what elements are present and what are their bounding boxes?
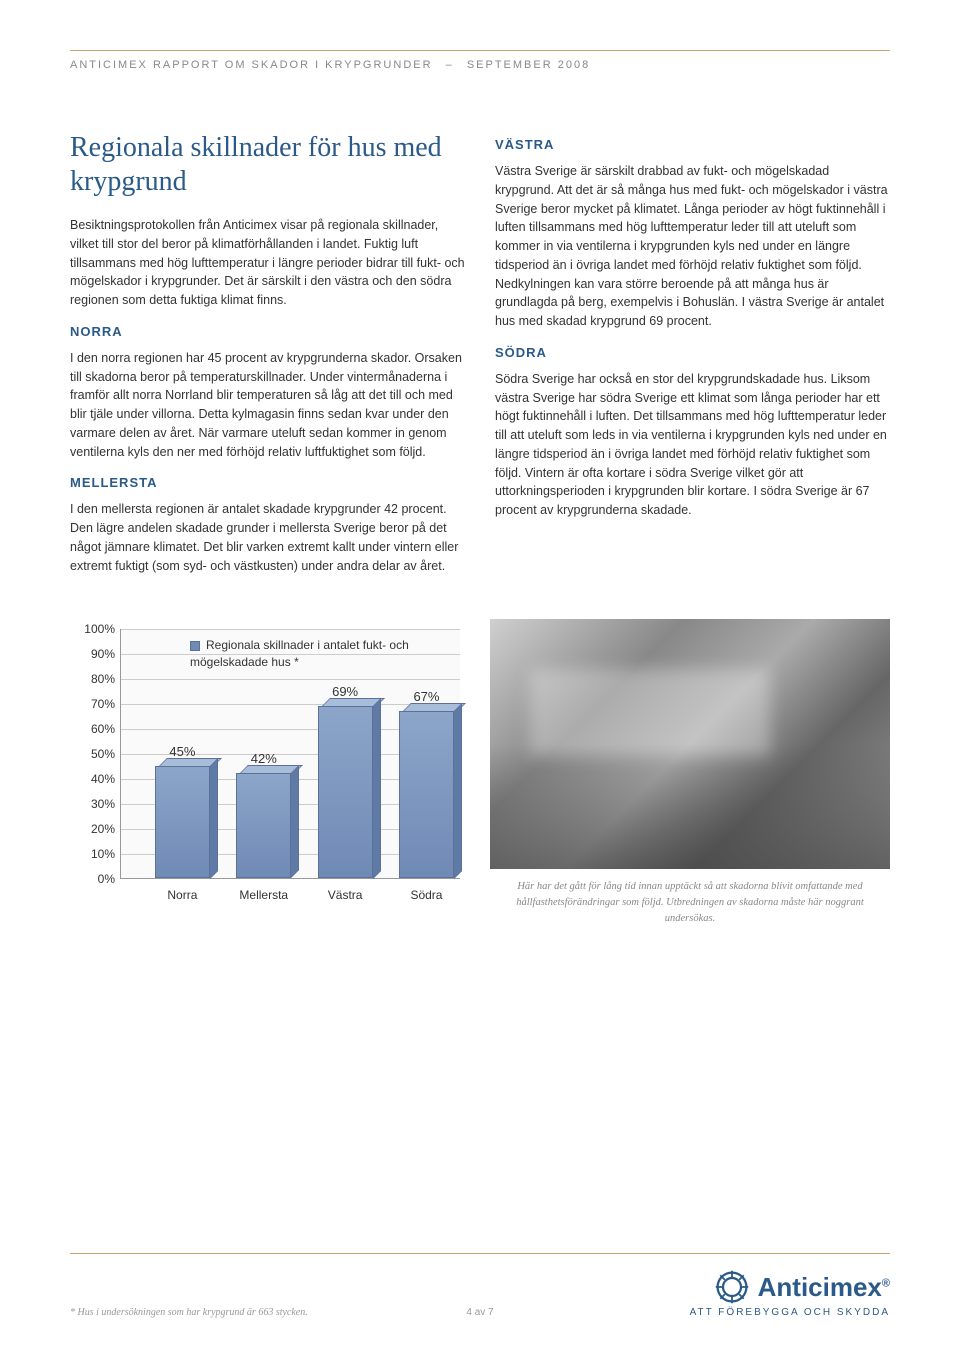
bar-value-label: 45% <box>155 744 210 766</box>
header-title: ANTICIMEX RAPPORT OM SKADOR I KRYPGRUNDE… <box>70 59 433 71</box>
y-axis-label: 10% <box>70 847 115 861</box>
y-axis-label: 40% <box>70 772 115 786</box>
lower-section: 45%Norra42%Mellersta69%Västra67%Södra0%1… <box>70 619 890 926</box>
y-axis-label: 90% <box>70 647 115 661</box>
logo-mark: Anticimex® <box>690 1269 890 1305</box>
right-column: VÄSTRA Västra Sverige är särskilt drabba… <box>495 131 890 589</box>
page-title: Regionala skillnader för hus med krypgru… <box>70 131 465 198</box>
logo-tagline: ATT FÖREBYGGA OCH SKYDDA <box>690 1307 890 1318</box>
logo-text: Anticimex® <box>758 1272 890 1303</box>
bar-value-label: 69% <box>318 684 373 706</box>
y-axis-label: 20% <box>70 822 115 836</box>
page: ANTICIMEX RAPPORT OM SKADOR I KRYPGRUNDE… <box>0 0 960 1358</box>
section-body-sodra: Södra Sverige har också en stor del kryp… <box>495 370 890 520</box>
x-axis-label: Södra <box>399 888 454 902</box>
footnote: * Hus i undersökningen som har krypgrund… <box>70 1307 308 1318</box>
bar-västra: 69%Västra <box>318 706 373 879</box>
chart-legend: Regionala skillnader i antalet fukt- och… <box>190 637 460 671</box>
x-axis-label: Mellersta <box>236 888 291 902</box>
left-column: Regionala skillnader för hus med krypgru… <box>70 131 465 589</box>
header-dash: – <box>446 59 454 71</box>
grid-line <box>121 629 460 630</box>
section-head-vastra: VÄSTRA <box>495 137 890 152</box>
legend-swatch <box>190 641 200 651</box>
y-axis-label: 50% <box>70 747 115 761</box>
section-head-sodra: SÖDRA <box>495 345 890 360</box>
bar-front <box>236 773 291 878</box>
photo-caption: Här har det gått för lång tid innan uppt… <box>490 879 890 926</box>
header-rule <box>70 50 890 51</box>
y-axis-label: 30% <box>70 797 115 811</box>
bar-side <box>454 703 462 879</box>
header-text: ANTICIMEX RAPPORT OM SKADOR I KRYPGRUNDE… <box>70 59 890 71</box>
page-number: 4 av 7 <box>466 1307 493 1318</box>
image-area: Här har det gått för lång tid innan uppt… <box>490 619 890 926</box>
section-head-mellersta: MELLERSTA <box>70 475 465 490</box>
section-body-mellersta: I den mellersta regionen är antalet skad… <box>70 500 465 575</box>
x-axis-label: Västra <box>318 888 373 902</box>
y-axis-label: 0% <box>70 872 115 886</box>
section-body-vastra: Västra Sverige är särskilt drabbad av fu… <box>495 162 890 331</box>
logo-name: Anticimex <box>758 1272 882 1302</box>
text-columns: Regionala skillnader för hus med krypgru… <box>70 131 890 589</box>
bar-mellersta: 42%Mellersta <box>236 773 291 878</box>
y-axis-label: 60% <box>70 722 115 736</box>
bar-value-label: 67% <box>399 689 454 711</box>
grid-line <box>121 679 460 680</box>
bar-side <box>210 758 218 879</box>
bar-södra: 67%Södra <box>399 711 454 879</box>
bar-front <box>155 766 210 879</box>
logo-reg: ® <box>882 1277 890 1289</box>
x-axis-label: Norra <box>155 888 210 902</box>
footer: * Hus i undersökningen som har krypgrund… <box>70 1253 890 1318</box>
anticimex-icon <box>714 1269 750 1305</box>
intro-paragraph: Besiktningsprotokollen från Anticimex vi… <box>70 216 465 310</box>
header-date: SEPTEMBER 2008 <box>467 59 590 71</box>
bar-value-label: 42% <box>236 751 291 773</box>
bar-side <box>291 765 299 878</box>
section-body-norra: I den norra regionen har 45 procent av k… <box>70 349 465 462</box>
bar-front <box>318 706 373 879</box>
y-axis-label: 70% <box>70 697 115 711</box>
damage-photo <box>490 619 890 869</box>
logo: Anticimex® ATT FÖREBYGGA OCH SKYDDA <box>690 1269 890 1318</box>
section-head-norra: NORRA <box>70 324 465 339</box>
bar-front <box>399 711 454 879</box>
chart-area: 45%Norra42%Mellersta69%Västra67%Södra0%1… <box>70 619 460 926</box>
y-axis-label: 100% <box>70 622 115 636</box>
bar-chart: 45%Norra42%Mellersta69%Västra67%Södra0%1… <box>70 629 460 909</box>
bar-side <box>373 698 381 879</box>
legend-label: Regionala skillnader i antalet fukt- och… <box>190 638 409 669</box>
y-axis-label: 80% <box>70 672 115 686</box>
bar-norra: 45%Norra <box>155 766 210 879</box>
